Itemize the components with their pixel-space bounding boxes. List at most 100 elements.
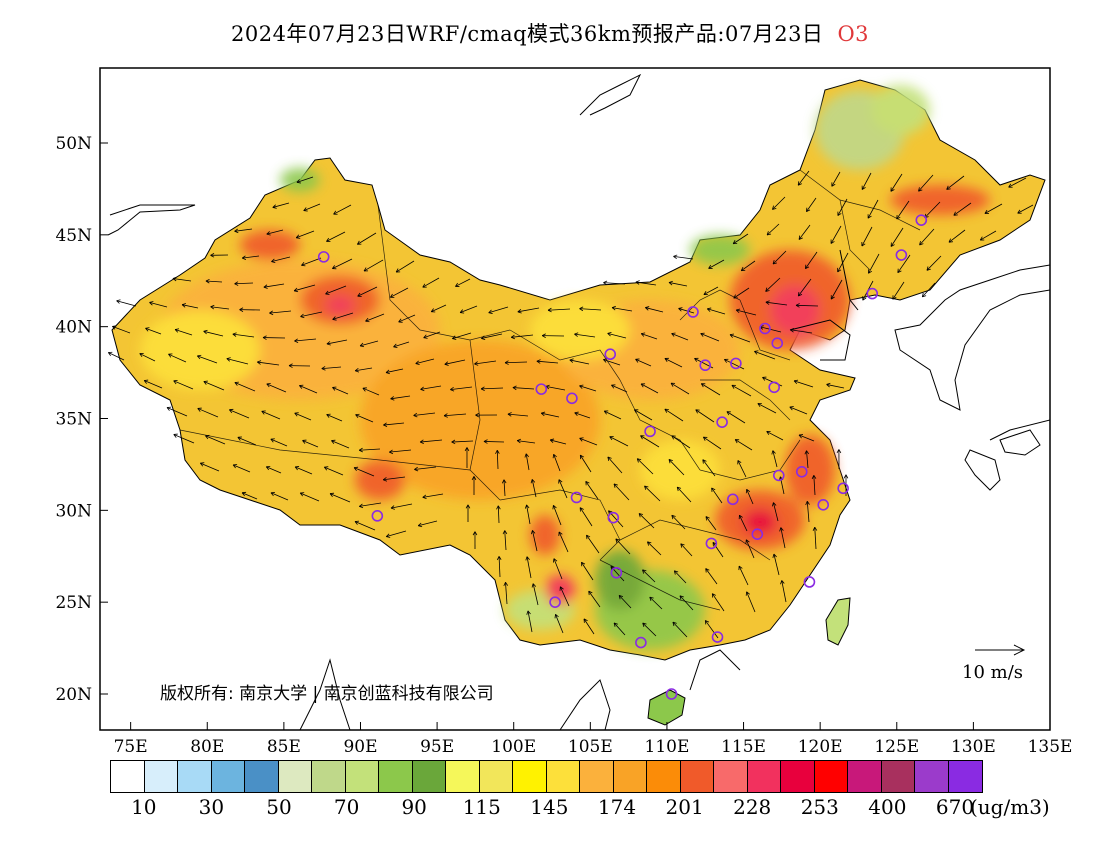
wind-arrowhead <box>498 556 502 560</box>
wind-arrowhead <box>385 533 390 537</box>
wind-arrowhead <box>861 187 866 190</box>
wind-arrowhead <box>472 531 476 536</box>
city-marker <box>759 322 771 335</box>
wind-arrowhead <box>729 334 733 338</box>
wind-arrow <box>174 329 193 336</box>
wind-arrow <box>300 311 323 317</box>
wind-vectors <box>108 170 1034 639</box>
wind-arrowhead <box>270 438 274 443</box>
wind-arrowhead <box>919 240 921 246</box>
wind-arrowhead <box>360 345 365 348</box>
wind-arrowhead <box>813 475 817 479</box>
wind-arrowhead <box>726 411 730 416</box>
wind-arrowhead <box>467 504 471 509</box>
wind-arrowhead <box>638 513 644 515</box>
city-marker <box>610 566 623 579</box>
wind-arrowhead <box>831 183 836 187</box>
wind-arrow <box>583 618 595 635</box>
wind-arrowhead <box>502 530 506 535</box>
wind-arrowhead <box>897 270 902 274</box>
wind-arrowhead <box>736 308 741 311</box>
wind-arrowhead <box>603 359 607 363</box>
wind-arrow <box>504 530 507 551</box>
wind-arrowhead <box>798 434 802 439</box>
wind-arrowhead <box>704 620 707 625</box>
lon-label: 110E <box>645 737 690 757</box>
wind-arrowhead <box>395 268 399 273</box>
latitude-axis: 50N 45N 40N 35N 30N 25N 20N <box>55 134 108 705</box>
copyright-notice: 版权所有: 南京大学 | 南京创蓝科技有限公司 <box>160 684 494 704</box>
wind-arrowhead <box>773 553 777 558</box>
wind-arrowhead <box>422 496 427 500</box>
wind-arrowhead <box>359 506 364 509</box>
wind-arrow <box>868 253 880 274</box>
wind-arrow <box>414 466 437 470</box>
legend-swatch <box>345 761 379 792</box>
wind-arrow <box>790 329 813 334</box>
wind-arrow <box>294 338 317 342</box>
wind-arrow <box>615 538 631 555</box>
wind-arrow <box>108 352 125 361</box>
wind-arrowhead <box>574 412 578 416</box>
wind-arrowhead <box>772 208 777 210</box>
wind-arrow <box>536 360 559 364</box>
wind-arrowhead <box>619 595 624 598</box>
wind-arrow <box>359 502 382 507</box>
wind-arrowhead <box>635 280 640 283</box>
wind-arrowhead <box>729 333 735 336</box>
wind-arrow <box>701 383 721 396</box>
wind-arrow <box>325 285 347 295</box>
lat-label: 35N <box>55 410 92 430</box>
wind-arrowhead <box>668 459 671 464</box>
wind-arrow <box>707 308 726 315</box>
wind-arrow <box>527 610 533 633</box>
wind-arrowhead <box>705 568 707 573</box>
wind-arrow <box>638 513 655 529</box>
wind-arrow <box>574 333 596 338</box>
city-marker <box>711 631 724 643</box>
wind-arrow <box>481 333 503 339</box>
wind-arrowhead <box>145 327 150 329</box>
wind-arrow <box>553 505 562 526</box>
wind-arrowhead <box>757 403 761 408</box>
wind-arrowhead <box>205 435 209 440</box>
wind-arrow <box>269 310 292 314</box>
wind-arrow <box>139 353 156 362</box>
wind-arrow <box>579 437 598 446</box>
wind-arrow <box>360 340 379 347</box>
wind-arrowhead <box>798 294 803 297</box>
wind-arrowhead <box>603 282 608 286</box>
city-marker <box>915 214 928 226</box>
lon-label: 105E <box>568 737 613 757</box>
wind-arrowhead <box>205 280 210 284</box>
wind-arrowhead <box>414 466 418 470</box>
wind-arrowhead <box>262 335 267 338</box>
city-marker <box>730 357 742 370</box>
wind-arrow <box>332 258 353 269</box>
wind-arrow <box>355 367 373 372</box>
wind-arrowhead <box>772 502 774 507</box>
lat-label: 40N <box>55 318 92 338</box>
wind-arrowhead <box>811 475 815 480</box>
wind-arrowhead <box>385 369 390 373</box>
wind-arrowhead <box>703 291 707 295</box>
wind-arrow <box>703 436 722 450</box>
wind-arrowhead <box>613 622 616 627</box>
wind-arrowhead <box>488 312 493 314</box>
wind-arrow <box>483 441 505 443</box>
wind-arrow <box>271 256 291 263</box>
wind-arrow <box>197 408 219 418</box>
wind-arrowhead <box>530 479 533 484</box>
wind-arrowhead <box>560 586 564 590</box>
wind-arrowhead <box>455 282 459 287</box>
wind-arrow <box>746 489 754 505</box>
wind-arrow <box>550 439 567 445</box>
wind-arrowhead <box>705 568 710 571</box>
wind-arrow <box>618 595 632 609</box>
wind-arrow <box>173 380 194 390</box>
wind-arrowhead <box>673 256 677 260</box>
wind-arrowhead <box>609 436 613 441</box>
wind-arrow <box>242 255 260 259</box>
wind-arrowhead <box>678 308 682 312</box>
wind-arrowhead <box>239 307 244 310</box>
